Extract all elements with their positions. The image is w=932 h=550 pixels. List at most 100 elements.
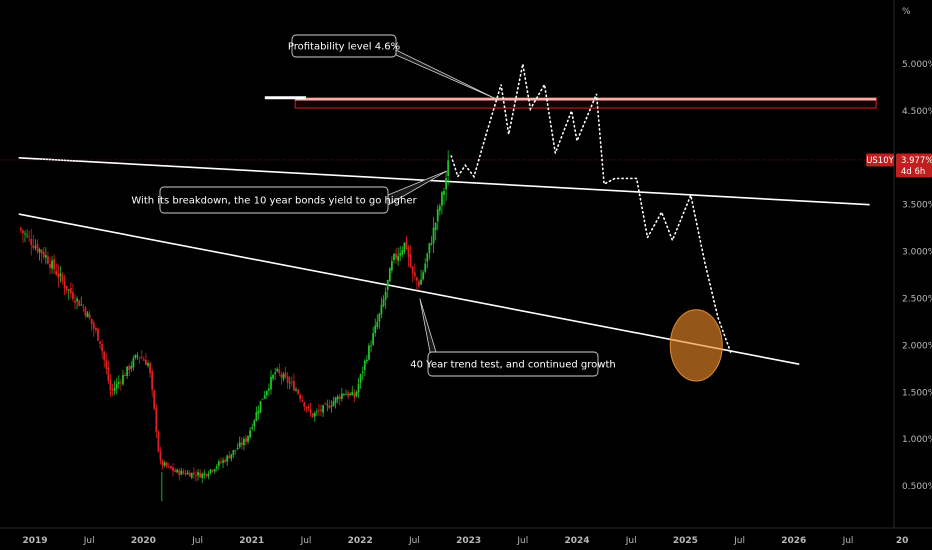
candle-body xyxy=(436,209,439,222)
candle-body xyxy=(278,369,281,374)
candle-body xyxy=(209,469,212,473)
candle-body xyxy=(334,397,337,403)
x-tick-label: 20 xyxy=(896,536,909,546)
candle-body xyxy=(428,243,431,254)
y-tick-label: 3.500% xyxy=(902,201,932,211)
candle-body xyxy=(51,260,53,269)
candle-body xyxy=(353,393,356,398)
candle-body xyxy=(374,325,377,334)
candle-body xyxy=(190,472,193,478)
x-tick-label: 2021 xyxy=(239,536,264,546)
x-tick-label: 2026 xyxy=(781,536,806,546)
time-axis[interactable]: 2019 Jul 2020 Jul 2021 Jul 2022 Jul 2023 Jul 2024 J… xyxy=(0,527,932,546)
candle-body xyxy=(345,394,347,395)
candle-body xyxy=(286,376,289,383)
candle-body xyxy=(445,178,447,190)
candle-body xyxy=(438,206,441,211)
candle-body xyxy=(72,292,74,300)
candle-body xyxy=(245,438,247,442)
candle-body xyxy=(330,406,333,408)
candle-body xyxy=(378,313,381,322)
candle-body xyxy=(199,472,202,478)
candle-body xyxy=(132,358,135,368)
candle-body xyxy=(434,223,437,230)
candle-body xyxy=(303,402,306,407)
candle-body xyxy=(236,448,239,450)
candle-body xyxy=(228,455,231,459)
candle-body xyxy=(26,234,28,236)
candle-body xyxy=(253,420,256,427)
candle-body xyxy=(217,461,220,467)
candle-body xyxy=(205,474,208,476)
candle-body xyxy=(47,256,49,264)
candle-body xyxy=(201,473,204,478)
annotation-text: 40 Year trend test, and continued growth xyxy=(410,360,615,371)
resistance-zone xyxy=(294,97,877,109)
candle-body xyxy=(211,470,214,472)
candle-body xyxy=(351,392,354,396)
price-axis[interactable]: % 5.000% 4.500% 3.500% 3.000% 2.500% 2.000% 1.… xyxy=(893,0,932,528)
candle-body xyxy=(297,390,299,394)
y-tick-label: 1.500% xyxy=(902,388,932,398)
candle-body xyxy=(388,268,391,282)
candle-body xyxy=(80,304,83,306)
candle-body xyxy=(78,300,81,307)
candle-body xyxy=(267,388,270,391)
candle-body xyxy=(34,246,37,248)
candle-body xyxy=(390,261,393,271)
candle-body xyxy=(376,321,379,327)
candle-body xyxy=(222,460,224,463)
candle-body xyxy=(53,259,56,270)
candle-body xyxy=(322,405,324,413)
candle-body xyxy=(99,341,101,344)
candle-body xyxy=(382,299,385,306)
candle-body xyxy=(82,306,85,308)
upper-trend-line xyxy=(18,157,870,206)
candle-body xyxy=(259,401,262,413)
candle-body xyxy=(167,465,170,467)
y-tick-label: 0.500% xyxy=(902,482,932,492)
x-tick-label: Jul xyxy=(516,536,528,546)
candle-body xyxy=(255,412,258,421)
y-tick-label: 2.500% xyxy=(902,295,932,305)
candle-body xyxy=(315,410,318,412)
candle-body xyxy=(261,398,264,400)
candle-body xyxy=(397,255,400,261)
candle-body xyxy=(57,273,60,278)
candle-body xyxy=(38,249,41,253)
candle-body xyxy=(182,471,185,474)
candle-body xyxy=(301,400,304,402)
candle-body xyxy=(76,298,79,302)
candle-body xyxy=(153,390,156,409)
candle-body xyxy=(86,312,89,318)
candle-body xyxy=(422,272,425,280)
candle-body xyxy=(430,243,433,245)
x-tick-label: Jul xyxy=(842,536,854,546)
candle-body xyxy=(234,449,237,451)
candle-body xyxy=(343,393,345,395)
candle-body xyxy=(365,359,368,362)
candle-body xyxy=(395,253,397,259)
last-price-tag: US10Y 3.977% 4d 6h xyxy=(0,153,932,178)
candle-body xyxy=(420,279,422,285)
candle-body xyxy=(247,435,249,442)
x-tick-label: 2023 xyxy=(456,536,481,546)
candle-body xyxy=(284,372,287,377)
candle-body xyxy=(207,473,210,477)
candle-body xyxy=(151,371,154,390)
candle-body xyxy=(380,304,383,315)
annotations-group: Profitability level 4.6% With its breakdo… xyxy=(131,34,616,377)
candle-body xyxy=(161,460,164,466)
x-tick-label: Jul xyxy=(191,536,203,546)
candle-body xyxy=(282,374,285,380)
candle-body xyxy=(240,442,243,445)
candle-body xyxy=(274,372,277,375)
annotation-box xyxy=(291,34,397,58)
candle-body xyxy=(288,382,291,384)
candle-body xyxy=(32,245,35,248)
candle-body xyxy=(94,328,97,331)
candle-body xyxy=(368,345,370,360)
candle-body xyxy=(145,359,147,365)
candle-body xyxy=(232,449,235,455)
candle-body xyxy=(147,363,149,366)
